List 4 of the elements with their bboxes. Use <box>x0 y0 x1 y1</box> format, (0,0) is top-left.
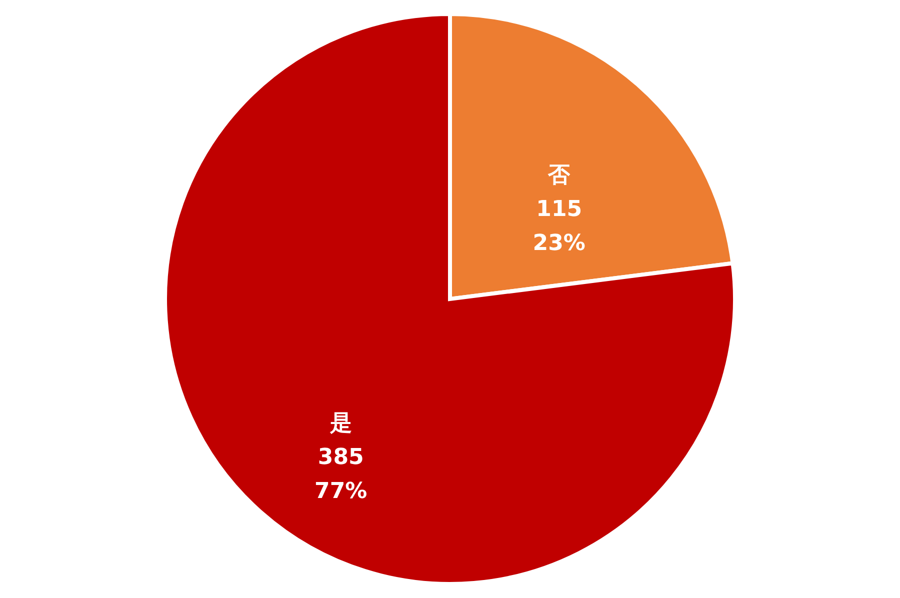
data-label: 385 77% <box>314 444 368 504</box>
slice-label: 否 <box>547 163 572 188</box>
data-label: 115 23% <box>532 197 586 256</box>
slice-label: 是 <box>328 410 352 436</box>
